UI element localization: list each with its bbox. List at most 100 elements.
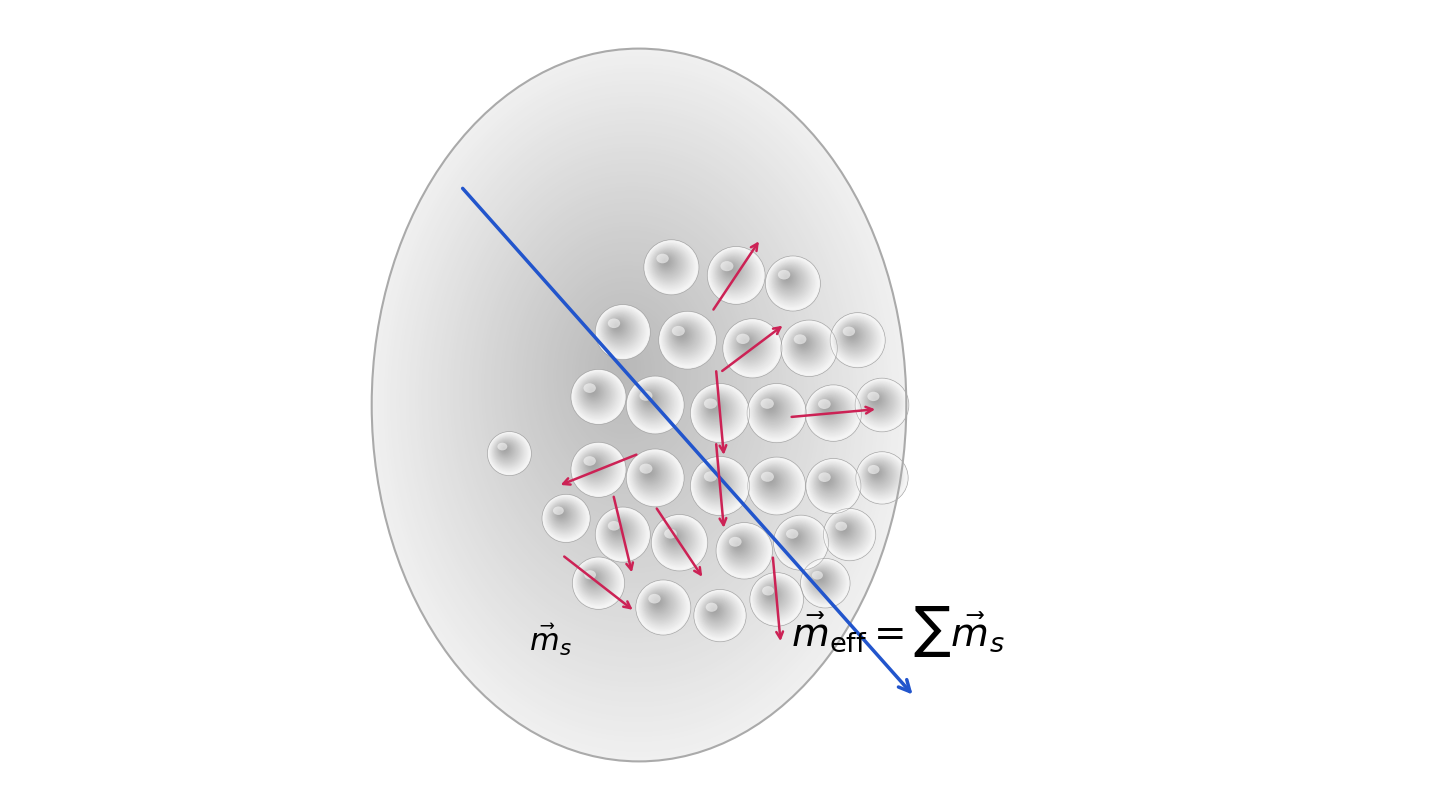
Circle shape	[658, 522, 697, 560]
Circle shape	[752, 461, 799, 509]
Ellipse shape	[520, 234, 740, 528]
Circle shape	[600, 512, 642, 554]
Ellipse shape	[608, 345, 641, 390]
Ellipse shape	[510, 219, 776, 575]
Circle shape	[782, 524, 814, 555]
Ellipse shape	[589, 321, 662, 419]
Circle shape	[615, 526, 618, 529]
Circle shape	[495, 440, 518, 463]
Circle shape	[700, 595, 737, 633]
Circle shape	[596, 508, 649, 561]
Circle shape	[768, 477, 772, 482]
Ellipse shape	[550, 270, 737, 519]
Circle shape	[570, 442, 626, 497]
Circle shape	[775, 265, 805, 296]
Circle shape	[785, 323, 832, 371]
Ellipse shape	[428, 120, 842, 672]
Circle shape	[809, 389, 854, 434]
Circle shape	[690, 456, 750, 516]
Circle shape	[811, 390, 852, 433]
Circle shape	[772, 262, 809, 300]
Circle shape	[808, 565, 840, 597]
Circle shape	[647, 242, 696, 291]
Circle shape	[809, 462, 855, 508]
Circle shape	[645, 241, 697, 293]
Ellipse shape	[514, 224, 772, 569]
Circle shape	[865, 388, 893, 416]
Ellipse shape	[786, 529, 798, 539]
Circle shape	[647, 396, 651, 401]
Circle shape	[733, 539, 744, 551]
Circle shape	[841, 323, 867, 350]
Ellipse shape	[372, 49, 906, 761]
Circle shape	[840, 322, 868, 352]
Circle shape	[647, 397, 649, 399]
Circle shape	[780, 320, 837, 377]
Circle shape	[711, 607, 717, 613]
Ellipse shape	[546, 264, 742, 526]
Circle shape	[841, 526, 847, 532]
Circle shape	[626, 449, 684, 507]
Circle shape	[611, 522, 625, 537]
Circle shape	[717, 523, 770, 578]
Circle shape	[674, 326, 693, 344]
Circle shape	[667, 531, 681, 544]
Circle shape	[657, 519, 700, 562]
Circle shape	[837, 319, 874, 356]
Circle shape	[816, 396, 844, 423]
Circle shape	[661, 314, 713, 364]
Circle shape	[765, 587, 779, 602]
Circle shape	[729, 325, 772, 368]
Circle shape	[634, 457, 671, 494]
Circle shape	[753, 463, 796, 506]
Circle shape	[816, 468, 844, 497]
Circle shape	[576, 374, 618, 416]
Circle shape	[717, 524, 770, 576]
Circle shape	[792, 534, 796, 539]
Circle shape	[811, 568, 834, 592]
Ellipse shape	[706, 603, 717, 612]
Circle shape	[586, 571, 600, 586]
Circle shape	[832, 314, 883, 365]
Circle shape	[600, 310, 641, 350]
Circle shape	[711, 405, 714, 407]
Circle shape	[600, 513, 641, 552]
Circle shape	[690, 456, 750, 516]
Circle shape	[711, 251, 757, 297]
Circle shape	[497, 441, 516, 459]
Ellipse shape	[541, 262, 714, 493]
Circle shape	[579, 450, 613, 485]
Circle shape	[609, 318, 626, 336]
Circle shape	[638, 582, 688, 633]
Circle shape	[816, 397, 842, 421]
Circle shape	[657, 253, 677, 273]
Circle shape	[819, 399, 838, 417]
Ellipse shape	[510, 223, 750, 544]
Circle shape	[701, 597, 733, 629]
Circle shape	[660, 255, 672, 269]
Circle shape	[865, 461, 893, 488]
Circle shape	[732, 327, 768, 363]
Circle shape	[842, 325, 864, 347]
Circle shape	[706, 399, 724, 417]
Circle shape	[835, 520, 857, 541]
Circle shape	[503, 447, 505, 450]
Circle shape	[838, 321, 871, 354]
Circle shape	[628, 377, 681, 431]
Circle shape	[575, 373, 619, 418]
Circle shape	[763, 399, 779, 416]
Circle shape	[752, 462, 798, 508]
Ellipse shape	[491, 198, 772, 573]
Circle shape	[744, 340, 746, 343]
Circle shape	[651, 247, 687, 283]
Ellipse shape	[582, 313, 668, 429]
Circle shape	[740, 335, 755, 350]
Circle shape	[730, 536, 750, 556]
Circle shape	[664, 527, 687, 550]
Circle shape	[706, 471, 724, 490]
Circle shape	[724, 320, 780, 377]
Ellipse shape	[564, 287, 724, 501]
Circle shape	[645, 394, 654, 403]
Circle shape	[785, 275, 788, 278]
Circle shape	[580, 378, 611, 409]
